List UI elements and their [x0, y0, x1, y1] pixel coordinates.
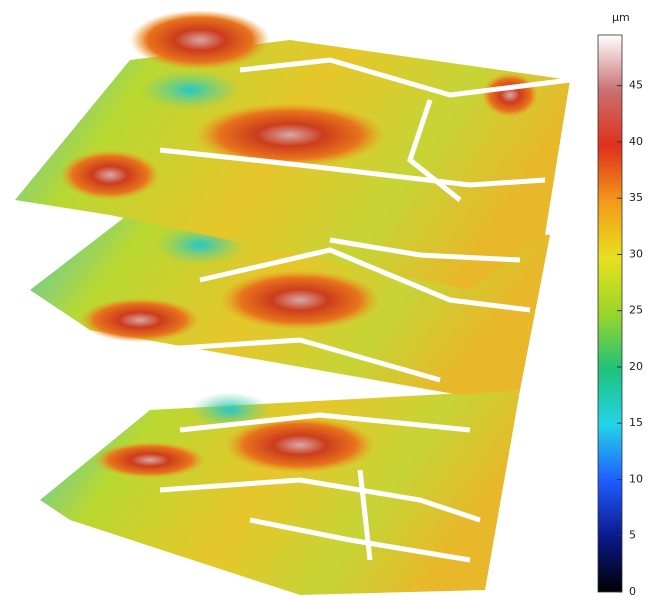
- tick-label: 40: [629, 135, 643, 148]
- tick-label: 20: [629, 360, 643, 373]
- tick-label: 25: [629, 304, 643, 317]
- colorbar: [597, 34, 623, 593]
- valley: [190, 392, 270, 428]
- peak: [225, 417, 375, 473]
- tick-label: 5: [629, 529, 636, 542]
- valley: [140, 70, 240, 110]
- peak: [60, 150, 160, 200]
- peak: [195, 103, 385, 167]
- tick-label: 10: [629, 472, 643, 485]
- peak: [95, 442, 205, 478]
- tick-label: 30: [629, 247, 643, 260]
- peak: [482, 73, 538, 117]
- tick-label: 15: [629, 416, 643, 429]
- peak: [130, 10, 270, 70]
- layer-bottom: [40, 390, 520, 595]
- peak: [80, 298, 200, 342]
- tick-label: 0: [629, 585, 636, 598]
- tick-label: 45: [629, 79, 643, 92]
- surface-3d: [15, 10, 571, 595]
- cracks: [149, 57, 571, 563]
- tick-label: 35: [629, 191, 643, 204]
- colorbar-unit: µm: [612, 11, 630, 24]
- peak: [220, 270, 380, 330]
